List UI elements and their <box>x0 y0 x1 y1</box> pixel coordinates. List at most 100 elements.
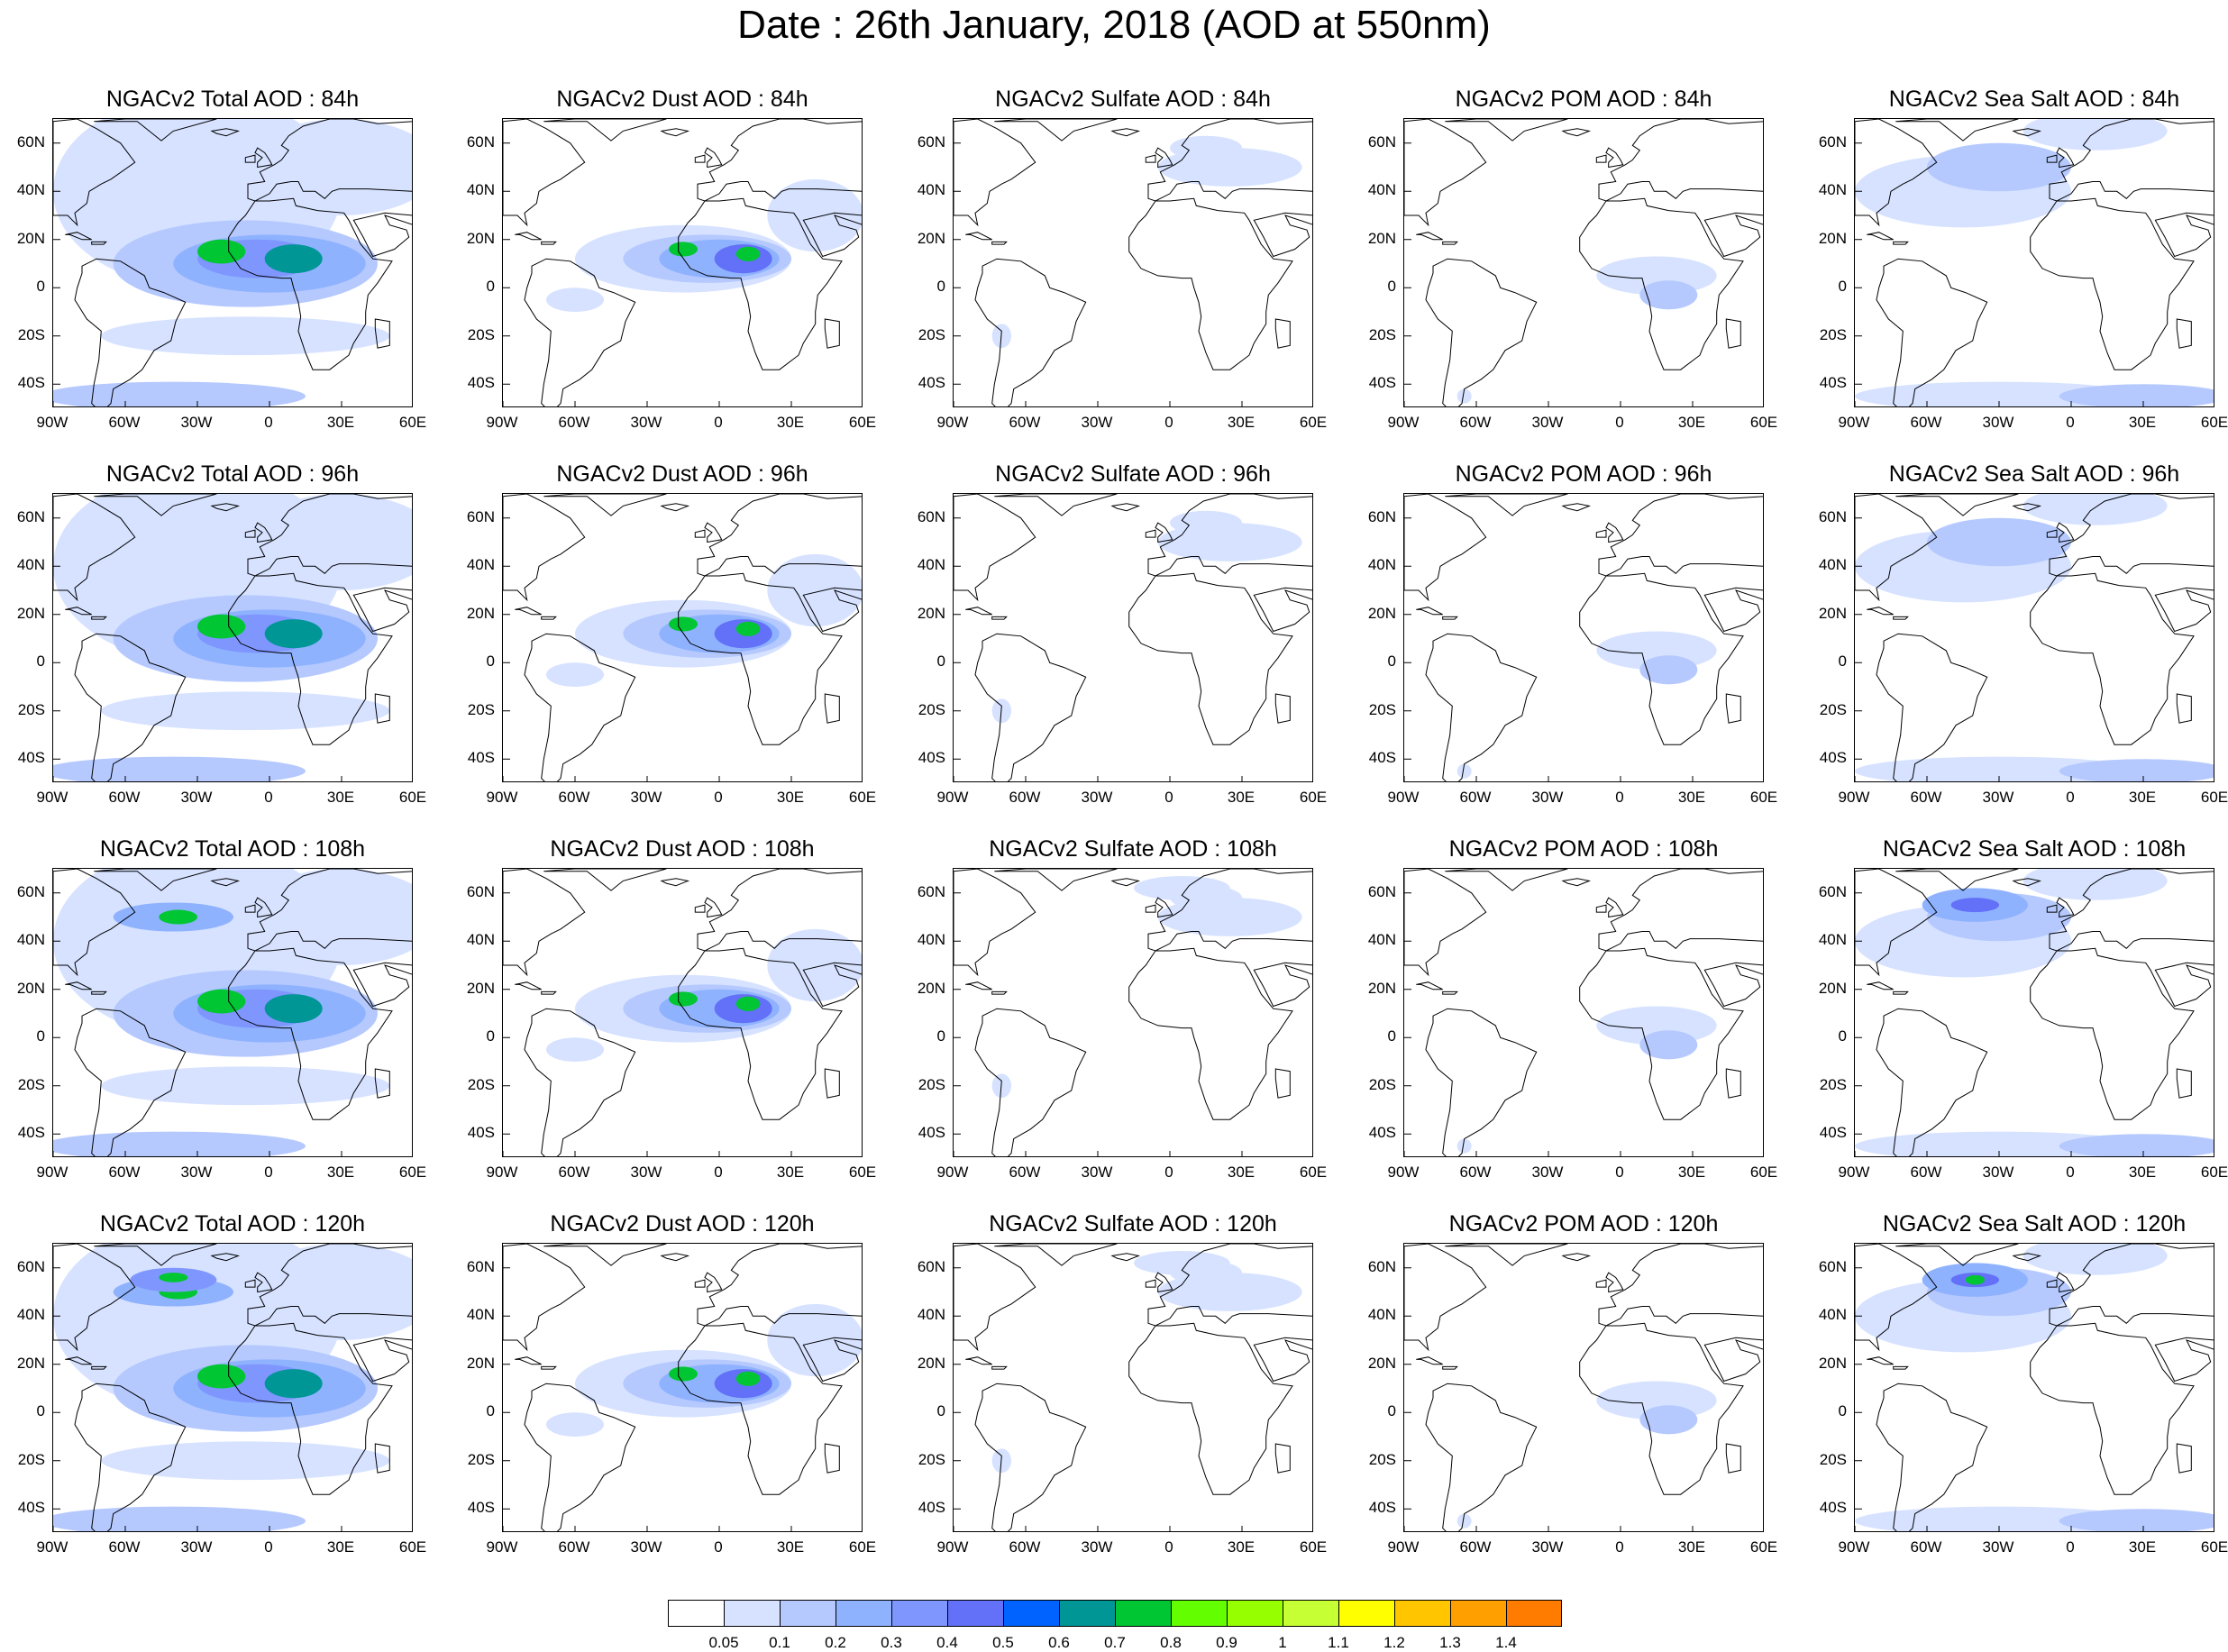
coastline <box>2154 212 2214 258</box>
map-panel-sea-salt-row-4: NGACv2 Sea Salt AOD : 120h 60N 40N 20N 0 20S 4… <box>1819 1211 2228 1556</box>
coastline <box>1416 1356 1443 1365</box>
lat-label: 20S <box>17 1450 45 1468</box>
coastline <box>824 1068 840 1099</box>
map-panel-sea-salt-row-1: NGACv2 Sea Salt AOD : 84h 60N 40N 20N 0 20S 40… <box>1819 87 2228 431</box>
coastline <box>1445 119 1568 141</box>
coastline <box>954 1244 1036 1352</box>
lon-label: 30W <box>1531 1538 1564 1556</box>
panel-title: NGACv2 Sulfate AOD : 96h <box>995 461 1271 487</box>
colorbar-swatch <box>836 1600 891 1627</box>
coastline <box>1147 494 1312 577</box>
lon-label: 30E <box>326 1164 355 1181</box>
lon-label: 30W <box>630 1164 662 1181</box>
lat-label: 40N <box>466 556 495 574</box>
coastline <box>1445 869 1568 891</box>
coastline <box>991 616 1008 620</box>
lat-label: 40N <box>16 1306 45 1324</box>
lon-label: 60E <box>2200 1164 2228 1181</box>
coastline <box>974 633 1087 781</box>
lon-label: 30W <box>180 1164 213 1181</box>
panel-title: NGACv2 Total AOD : 120h <box>99 1211 366 1237</box>
coastline <box>247 869 412 952</box>
coastline <box>1725 1443 1741 1474</box>
coastline <box>954 119 1036 227</box>
coastline <box>1147 1244 1312 1327</box>
lon-label: 30E <box>1677 1538 1706 1556</box>
coastline <box>1561 1253 1592 1262</box>
colorbar-swatch <box>1394 1600 1450 1627</box>
coastline <box>1703 212 1763 258</box>
lon-label: 30W <box>1081 414 1113 431</box>
aod-contour <box>1456 388 1472 404</box>
coastline <box>74 1383 187 1531</box>
coastline <box>697 869 862 952</box>
lon-label: 60E <box>1299 414 1328 431</box>
lon-label: 90W <box>1387 789 1420 806</box>
coastline <box>210 503 241 512</box>
map-frame <box>953 493 1313 782</box>
aod-map <box>53 1244 412 1531</box>
coastline <box>91 241 107 245</box>
lon-label: 60E <box>848 1538 877 1556</box>
lat-label: 0 <box>36 1402 45 1420</box>
coastline <box>2154 587 2214 633</box>
coastline <box>1893 616 1909 620</box>
lat-label: 60N <box>917 507 945 525</box>
coastline <box>524 1383 636 1531</box>
lon-label: 60E <box>1299 1164 1328 1181</box>
coastline <box>254 147 273 169</box>
map-frame <box>1403 868 1764 1157</box>
lat-label: 20S <box>17 1075 45 1093</box>
panel-title: NGACv2 POM AOD : 96h <box>1455 461 1712 487</box>
coastline <box>1893 990 1909 995</box>
colorbar-swatch <box>1003 1600 1059 1627</box>
lat-label: 60N <box>1367 507 1396 525</box>
coastline <box>210 1253 241 1262</box>
coastline <box>802 587 862 633</box>
coastline <box>74 633 187 781</box>
map-frame <box>953 868 1313 1157</box>
coastline <box>2049 494 2214 577</box>
lat-label: 40S <box>1819 374 1847 392</box>
aod-contour <box>264 244 323 274</box>
lon-label: 30E <box>776 789 805 806</box>
aod-contour <box>53 1506 306 1531</box>
coastline <box>2176 693 2192 724</box>
lon-label: 90W <box>486 789 518 806</box>
coastline <box>2154 962 2214 1008</box>
lat-label: 0 <box>36 653 45 671</box>
lon-label: 30E <box>1227 1164 1256 1181</box>
coastline <box>503 119 586 227</box>
aod-map <box>53 869 412 1156</box>
aod-contour <box>245 494 412 590</box>
map-panel-sulfate-row-4: NGACv2 Sulfate AOD : 120h 60N 40N 20N 0 20S 40… <box>918 1211 1327 1556</box>
lat-label: 0 <box>936 1027 945 1045</box>
coastline <box>91 1365 107 1370</box>
panel-title: NGACv2 Dust AOD : 84h <box>556 87 808 112</box>
lon-label: 30W <box>630 1538 662 1556</box>
coastline <box>2030 197 2195 370</box>
coastline <box>1425 1008 1538 1156</box>
aod-contour <box>767 1303 862 1377</box>
coastline <box>965 607 992 616</box>
lon-label: 60E <box>1299 789 1328 806</box>
lon-label: 60E <box>2200 414 2228 431</box>
lon-label: 30W <box>1982 789 2014 806</box>
aod-contour <box>2059 384 2214 406</box>
colorbar-swatch <box>668 1600 724 1627</box>
lat-label: 20S <box>1368 325 1396 343</box>
coastline <box>352 962 412 1008</box>
figure-title: Date : 26th January, 2018 (AOD at 550nm) <box>737 3 1491 47</box>
panel-title: NGACv2 Sea Salt AOD : 120h <box>1882 1211 2187 1237</box>
aod-contour <box>245 119 412 215</box>
map-panel-sulfate-row-2: NGACv2 Sulfate AOD : 96h 60N 40N 20N 0 20S 40S… <box>918 461 1327 806</box>
lat-label: 60N <box>917 882 945 900</box>
coastline <box>2046 154 2058 163</box>
coastline <box>374 693 390 724</box>
coastline <box>1128 947 1293 1120</box>
lon-label: 0 <box>2066 789 2075 806</box>
panel-title: NGACv2 Dust AOD : 108h <box>550 836 815 862</box>
coastline <box>91 616 107 620</box>
aod-map <box>503 869 862 1156</box>
lon-label: 30W <box>1982 1164 2014 1181</box>
